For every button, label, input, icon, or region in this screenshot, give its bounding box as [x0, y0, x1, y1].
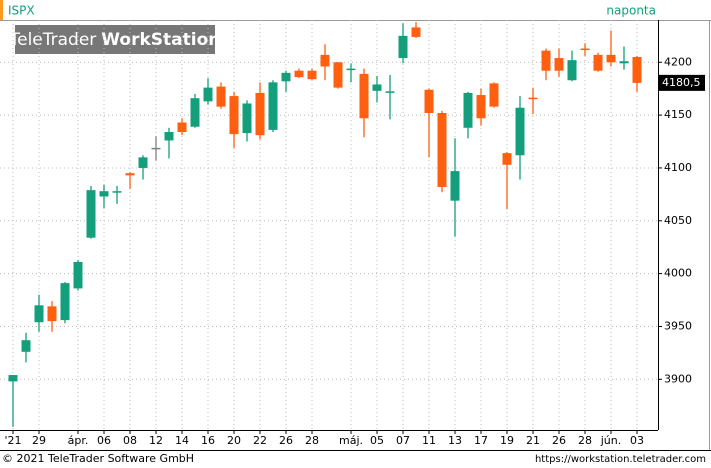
- x-tick-label: 14: [175, 434, 189, 447]
- body: [138, 157, 148, 168]
- body: [268, 82, 278, 130]
- body: [437, 112, 447, 187]
- body: [190, 98, 200, 127]
- x-tick-label: '21: [4, 434, 21, 447]
- x-tick-label: 06: [97, 434, 111, 447]
- body: [8, 375, 18, 382]
- x-tick-label: 19: [500, 434, 514, 447]
- x-tick-label: 16: [201, 434, 215, 447]
- period: naponta: [606, 4, 656, 18]
- body: [307, 70, 317, 80]
- logo-brand: TeleTrader: [9, 30, 97, 50]
- y-tick-label: 4200: [664, 55, 692, 68]
- x-tick-label: 08: [123, 434, 137, 447]
- body: [333, 62, 343, 88]
- x-tick-label: jún.: [600, 434, 622, 447]
- body: [34, 305, 44, 323]
- x-tick-label: 26: [552, 434, 566, 447]
- body: [593, 54, 603, 71]
- body: [463, 92, 473, 128]
- body: [21, 340, 31, 352]
- body: [554, 58, 564, 71]
- x-tick-label: 28: [578, 434, 592, 447]
- y-tick-label: 4000: [664, 267, 692, 280]
- x-tick-label: 12: [149, 434, 163, 447]
- x-tick-label: 13: [448, 434, 462, 447]
- body: [151, 147, 161, 150]
- logo-product: WorkStation: [101, 30, 220, 50]
- logo: TeleTrader WorkStation: [9, 30, 221, 50]
- body: [476, 95, 486, 119]
- body: [73, 261, 83, 289]
- x-tick-label: 07: [396, 434, 410, 447]
- x-tick-label: 11: [422, 434, 436, 447]
- x-tick-label: 29: [32, 434, 46, 447]
- body: [320, 54, 330, 67]
- body: [398, 35, 408, 59]
- body: [112, 191, 122, 193]
- body: [567, 60, 577, 81]
- x-tick-label: 28: [305, 434, 319, 447]
- body: [99, 191, 109, 197]
- body: [606, 54, 616, 63]
- symbol: ISPX: [8, 4, 35, 18]
- body: [294, 70, 304, 78]
- body: [450, 171, 460, 201]
- x-tick-label: ápr.: [68, 434, 89, 447]
- body: [515, 107, 525, 156]
- logo-box: [15, 25, 215, 54]
- body: [359, 73, 369, 119]
- body: [489, 83, 499, 107]
- body: [60, 283, 70, 321]
- body: [372, 84, 382, 91]
- body: [424, 89, 434, 113]
- y-tick-label: 4150: [664, 108, 692, 121]
- x-tick-label: 22: [253, 434, 267, 447]
- body: [203, 87, 213, 102]
- y-tick-label: 3950: [664, 319, 692, 332]
- y-tick-label: 4050: [664, 214, 692, 227]
- body: [86, 190, 96, 238]
- body: [255, 92, 265, 136]
- body: [164, 132, 174, 141]
- body: [229, 96, 239, 135]
- body: [619, 61, 629, 64]
- last-label: 4180,5: [662, 76, 701, 89]
- x-tick-label: 03: [630, 434, 644, 447]
- x-tick-label: máj.: [339, 434, 363, 447]
- body: [411, 27, 421, 37]
- body: [580, 48, 590, 51]
- body: [385, 91, 395, 93]
- body: [528, 97, 538, 100]
- body: [47, 306, 57, 322]
- x-tick-label: 17: [474, 434, 488, 447]
- body: [281, 72, 291, 82]
- copyright: © 2021 TeleTrader Software GmbH: [2, 452, 194, 465]
- body: [632, 56, 642, 83]
- y-tick-label: 3900: [664, 372, 692, 385]
- body: [125, 173, 135, 176]
- body: [242, 103, 252, 134]
- y-tick-label: 4100: [664, 161, 692, 174]
- x-tick-label: 21: [526, 434, 540, 447]
- x-tick-label: 20: [227, 434, 241, 447]
- symbol-marker: [0, 0, 3, 20]
- body: [177, 122, 187, 133]
- body: [541, 50, 551, 71]
- body: [216, 86, 226, 107]
- last-label-box: [659, 74, 705, 91]
- body: [346, 68, 356, 71]
- url: https://workstation.teletrader.com: [535, 454, 706, 465]
- x-tick-label: 05: [370, 434, 384, 447]
- body: [502, 153, 512, 165]
- x-tick-label: 26: [279, 434, 293, 447]
